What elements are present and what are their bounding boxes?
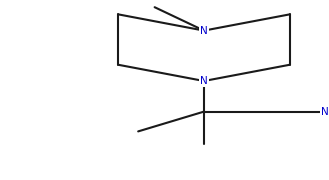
Text: NH: NH bbox=[321, 107, 329, 117]
Text: N: N bbox=[200, 76, 208, 86]
Text: N: N bbox=[200, 26, 208, 36]
